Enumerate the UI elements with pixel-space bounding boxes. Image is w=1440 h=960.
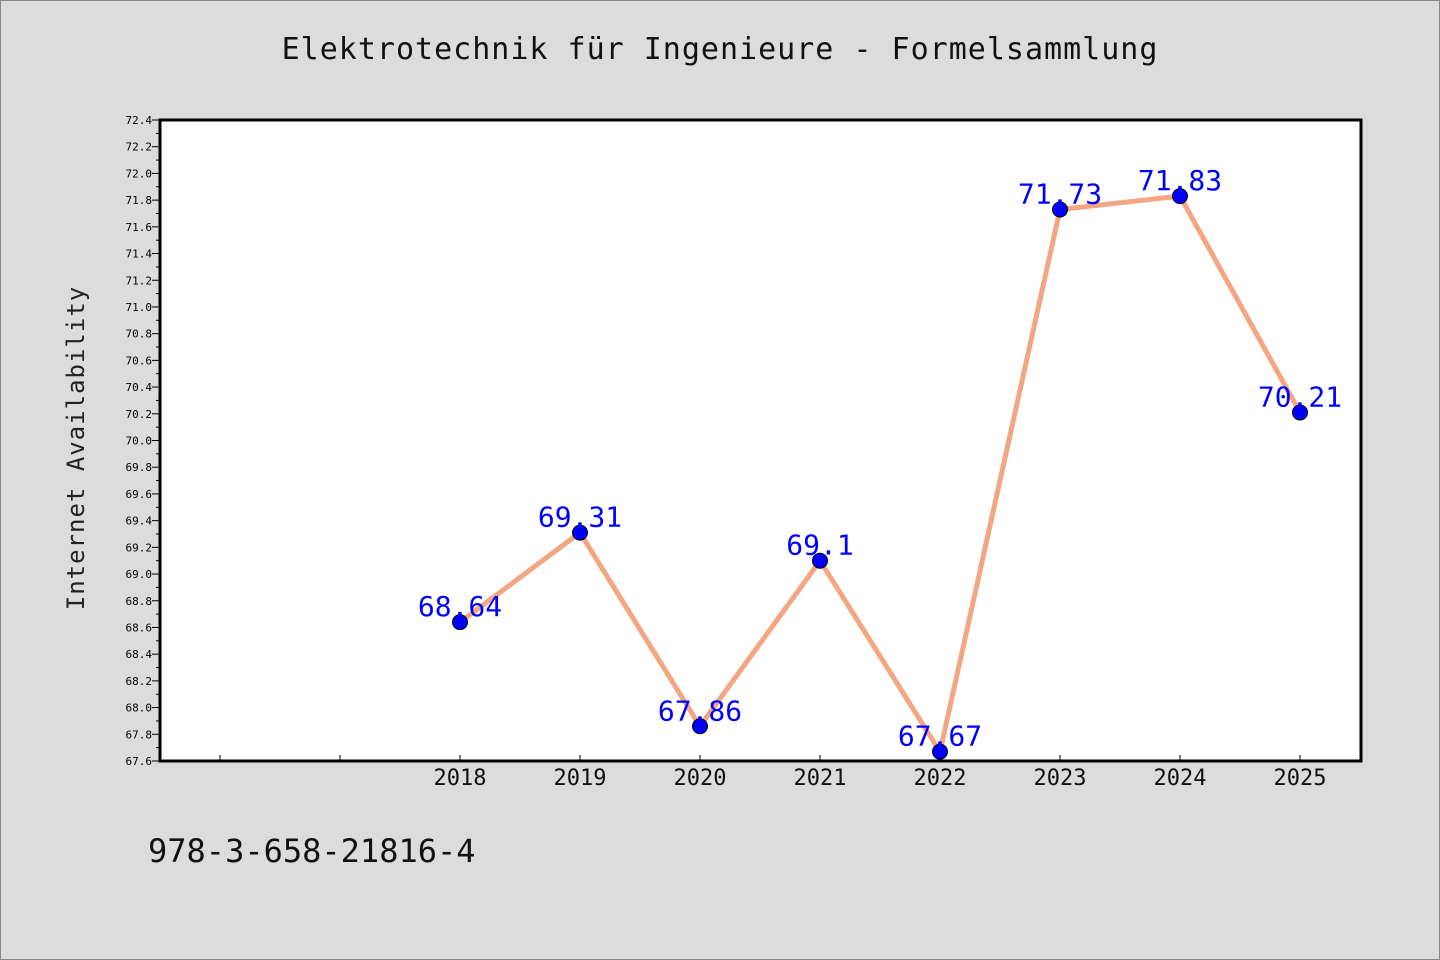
y-tick-label: 70.0 [126,435,153,448]
y-tick-label: 68.6 [126,621,153,634]
x-axis-ticks: 2018 2019 2020 2021 2022 2023 2024 2025 [219,755,1327,791]
y-tick-label: 68.2 [126,675,153,688]
plot-border [158,118,1363,763]
data-point [572,524,588,541]
x-tick-label: 2022 [914,766,967,791]
x-tick-label: 2025 [1274,766,1327,791]
x-tick-label: 2023 [1034,766,1087,791]
data-label: 69.31 [538,501,622,534]
data-labels-group: 68.64 69.31 67.86 69.1 67.67 71.73 71.83 70.21 [418,164,1342,753]
x-tick-label: 2021 [794,766,847,791]
y-tick-label: 69.6 [126,488,153,501]
data-point [1052,201,1068,218]
data-label: 67.86 [658,694,742,727]
y-tick-label: 67.6 [126,755,153,768]
data-label: 69.1 [786,529,853,562]
y-tick-label: 71.2 [126,274,153,287]
y-axis-ticks: 67.6 67.8 68.0 68.2 68.4 68.6 68.8 69.0 69.2 69.4… [126,114,160,768]
y-tick-label: 70.8 [126,328,153,341]
y-tick-label: 69.4 [126,515,153,528]
data-label: 71.83 [1138,164,1222,197]
y-tick-label: 71.4 [126,248,153,261]
y-tick-label: 72.2 [126,141,153,154]
x-tick-label: 2024 [1154,766,1207,791]
y-tick-label: 71.8 [126,194,153,207]
y-tick-label: 70.6 [126,354,153,367]
y-tick-label: 70.2 [126,408,153,421]
y-tick-label: 67.8 [126,728,153,741]
data-point [1292,404,1308,421]
y-tick-label: 70.4 [126,381,153,394]
data-point [1172,188,1188,205]
footer-isbn: 978-3-658-21816-4 [148,832,476,870]
series-line-group [457,193,1303,755]
data-point [692,718,708,735]
y-tick-label: 72.0 [126,167,153,180]
y-tick-label: 69.2 [126,541,153,554]
chart-title: Elektrotechnik für Ingenieure - Formelsa… [281,32,1159,67]
plot-area [160,120,1361,761]
y-tick-label: 72.4 [126,114,153,127]
y-tick-label: 71.0 [126,301,153,314]
series-line [457,193,1303,755]
x-tick-label: 2020 [674,766,727,791]
y-tick-label: 68.8 [126,595,153,608]
data-point [812,552,828,569]
x-tick-label: 2018 [434,766,487,791]
data-label: 68.64 [418,590,502,623]
y-tick-label: 69.0 [126,568,153,581]
data-label: 70.21 [1258,380,1342,413]
data-point [932,743,948,760]
y-tick-label: 68.0 [126,702,153,715]
y-tick-label: 71.6 [126,221,153,234]
data-label: 67.67 [898,720,982,753]
data-point [452,614,468,631]
y-tick-label: 68.4 [126,648,153,661]
y-tick-label: 69.8 [126,461,153,474]
series-points-group [452,188,1308,760]
data-label: 71.73 [1018,177,1102,210]
x-tick-label: 2019 [554,766,607,791]
